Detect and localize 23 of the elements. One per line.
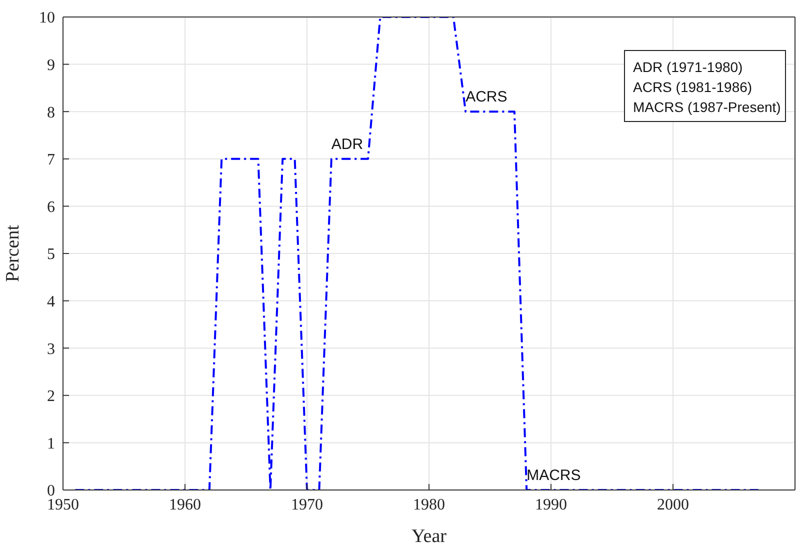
x-axis-title: Year xyxy=(411,526,448,546)
x-tick-label: 2000 xyxy=(657,496,689,514)
x-tick-label: 1990 xyxy=(535,496,567,514)
y-tick-label: 9 xyxy=(47,56,55,74)
y-tick-label: 3 xyxy=(47,340,55,358)
y-tick-label: 5 xyxy=(47,246,55,264)
y-tick-label: 7 xyxy=(47,152,55,169)
annotation: ACRS xyxy=(466,88,508,106)
y-tick-label: 8 xyxy=(47,104,55,122)
y-axis-title: Percent xyxy=(2,224,24,282)
annotation: ADR (1971-1980) xyxy=(633,58,744,77)
x-tick-label: 1960 xyxy=(169,496,201,514)
annotation: MACRS (1987-Present) xyxy=(633,98,781,117)
annotation: ADR xyxy=(331,136,364,153)
y-tick-label: 4 xyxy=(47,293,55,310)
x-tick-label: 1980 xyxy=(413,496,445,514)
y-tick-label: 2 xyxy=(47,388,55,406)
annotation: ACRS (1981-1986) xyxy=(633,78,754,97)
y-tick-label: 6 xyxy=(47,198,55,216)
y-tick-label: 10 xyxy=(39,10,55,27)
y-tick-label: 1 xyxy=(47,435,55,452)
x-tick-label: 1970 xyxy=(291,496,323,514)
annotation: MACRS xyxy=(526,467,581,484)
